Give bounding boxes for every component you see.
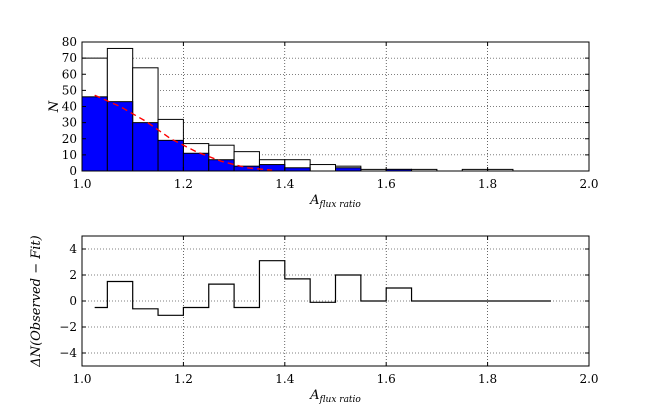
histogram-bar-total [309,164,336,172]
y-tick-label: 0 [69,164,77,178]
x-axis-label: Aflux ratio [309,193,361,210]
fit-curve [94,94,273,171]
tick-marks [81,41,590,172]
residual-panel: 1.0 1.2 1.4 1.6 1.8 2.0 −4 −2 0 2 4 Aflux ratio Δ… [29,235,599,405]
x-tick-label: 1.2 [174,372,193,386]
y-tick-label: 20 [62,132,77,146]
x-tick-labels: 1.0 1.2 1.4 1.6 1.8 2.0 [72,372,598,386]
y-tick-labels: −4 −2 0 2 4 [59,242,77,360]
y-tick-label: 60 [62,67,77,81]
histogram-bar-filled [182,152,210,172]
x-tick-label: 1.8 [478,177,497,191]
x-tick-label: 2.0 [579,177,598,191]
y-tick-label: 0 [69,294,77,308]
histogram-bar-filled [81,96,108,172]
y-tick-label: −4 [59,346,77,360]
x-tick-label: 2.0 [579,372,598,386]
filled-histogram [81,96,413,172]
x-tick-label: 1.0 [72,372,91,386]
y-tick-label: 10 [62,148,77,162]
histogram-bar-filled [157,139,184,172]
y-tick-label: 70 [62,51,77,65]
y-tick-label: 30 [62,116,77,130]
histogram-bar-filled [106,101,134,172]
x-tick-label: 1.0 [72,177,91,191]
y-axis-label: N [47,100,62,113]
y-axis-label: ΔN(Observed − Fit) [29,235,44,367]
x-axis-label: Aflux ratio [309,388,361,405]
y-tick-labels: 0 10 20 30 40 50 60 70 80 [62,35,77,178]
x-tick-label: 1.2 [174,177,193,191]
histogram-bar-filled [233,165,260,172]
tick-marks [81,236,590,366]
y-tick-label: −2 [59,320,77,334]
histogram-panel: 1.0 1.2 1.4 1.6 1.8 2.0 0 10 20 30 40 50 60 70 80 Afl… [47,35,599,210]
x-tick-labels: 1.0 1.2 1.4 1.6 1.8 2.0 [72,177,598,191]
residual-step-line [94,260,551,316]
y-tick-label: 2 [69,268,77,282]
x-tick-label: 1.4 [275,372,294,386]
y-tick-label: 40 [62,100,77,114]
x-tick-label: 1.8 [478,372,497,386]
y-tick-label: 4 [69,242,77,256]
x-tick-label: 1.4 [275,177,294,191]
histogram-bar-filled [132,122,159,172]
y-tick-label: 50 [62,83,77,97]
x-tick-label: 1.6 [377,372,396,386]
x-tick-label: 1.6 [377,177,396,191]
y-tick-label: 80 [62,35,77,49]
